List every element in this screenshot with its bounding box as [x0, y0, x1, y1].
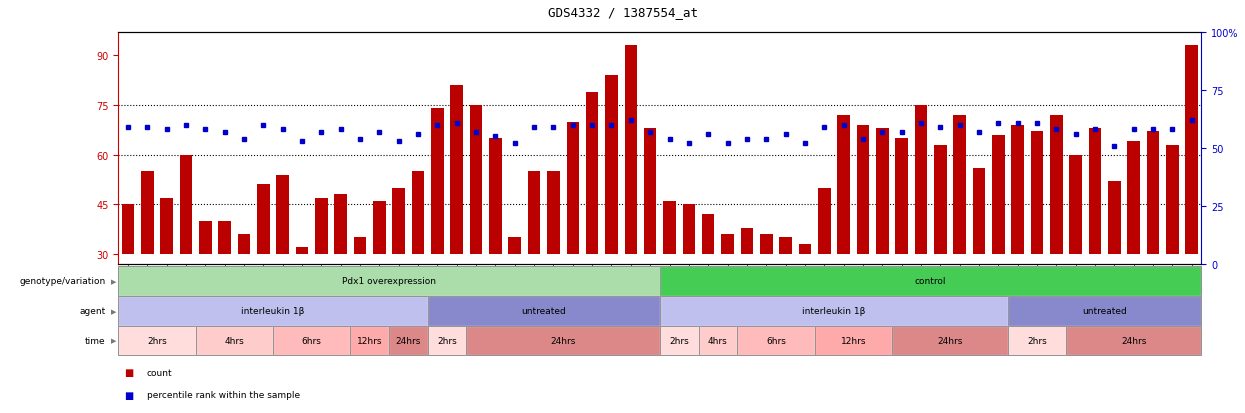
- Bar: [1147, 132, 1159, 254]
- Text: ■: ■: [124, 390, 133, 400]
- Bar: [586, 93, 599, 254]
- Bar: [315, 198, 327, 254]
- Bar: [857, 126, 869, 254]
- Bar: [179, 155, 192, 254]
- Bar: [972, 169, 985, 254]
- Bar: [1128, 142, 1140, 254]
- Text: Pdx1 overexpression: Pdx1 overexpression: [342, 277, 436, 286]
- Text: 6hrs: 6hrs: [301, 336, 321, 345]
- Bar: [625, 46, 637, 254]
- Bar: [508, 238, 522, 254]
- Bar: [469, 106, 482, 254]
- Bar: [296, 248, 309, 254]
- Text: ▶: ▶: [111, 308, 116, 314]
- Text: control: control: [915, 277, 946, 286]
- Bar: [412, 172, 425, 254]
- Bar: [779, 238, 792, 254]
- Bar: [934, 145, 946, 254]
- Bar: [528, 172, 540, 254]
- Text: untreated: untreated: [522, 306, 566, 316]
- Text: 4hrs: 4hrs: [224, 336, 244, 345]
- Text: 24hrs: 24hrs: [396, 336, 421, 345]
- Bar: [354, 238, 366, 254]
- Bar: [721, 235, 733, 254]
- Bar: [451, 86, 463, 254]
- Text: percentile rank within the sample: percentile rank within the sample: [147, 390, 300, 399]
- Text: 2hrs: 2hrs: [437, 336, 457, 345]
- Bar: [895, 139, 908, 254]
- Text: time: time: [85, 336, 106, 345]
- Bar: [566, 122, 579, 254]
- Text: 12hrs: 12hrs: [840, 336, 867, 345]
- Bar: [199, 221, 212, 254]
- Bar: [218, 221, 230, 254]
- Bar: [161, 198, 173, 254]
- Bar: [644, 129, 656, 254]
- Bar: [915, 106, 928, 254]
- Bar: [238, 235, 250, 254]
- Text: untreated: untreated: [1082, 306, 1127, 316]
- Bar: [838, 116, 850, 254]
- Text: genotype/variation: genotype/variation: [20, 277, 106, 286]
- Bar: [876, 129, 889, 254]
- Text: 4hrs: 4hrs: [708, 336, 728, 345]
- Bar: [682, 205, 695, 254]
- Bar: [1089, 129, 1102, 254]
- Bar: [741, 228, 753, 254]
- Bar: [798, 244, 812, 254]
- Text: ■: ■: [124, 367, 133, 377]
- Bar: [664, 202, 676, 254]
- Text: agent: agent: [80, 306, 106, 316]
- Text: 12hrs: 12hrs: [357, 336, 382, 345]
- Bar: [605, 76, 618, 254]
- Bar: [1069, 155, 1082, 254]
- Bar: [1031, 132, 1043, 254]
- Text: ▶: ▶: [111, 278, 116, 284]
- Bar: [256, 185, 270, 254]
- Bar: [954, 116, 966, 254]
- Bar: [335, 195, 347, 254]
- Bar: [122, 205, 134, 254]
- Bar: [702, 215, 715, 254]
- Bar: [1011, 126, 1023, 254]
- Text: 24hrs: 24hrs: [1120, 336, 1147, 345]
- Text: 24hrs: 24hrs: [937, 336, 962, 345]
- Text: 24hrs: 24hrs: [550, 336, 576, 345]
- Text: 6hrs: 6hrs: [766, 336, 786, 345]
- Text: interleukin 1β: interleukin 1β: [242, 306, 305, 316]
- Bar: [818, 188, 830, 254]
- Text: count: count: [147, 368, 173, 377]
- Text: 2hrs: 2hrs: [1027, 336, 1047, 345]
- Bar: [431, 109, 443, 254]
- Text: interleukin 1β: interleukin 1β: [802, 306, 865, 316]
- Bar: [548, 172, 560, 254]
- Bar: [1185, 46, 1198, 254]
- Text: ▶: ▶: [111, 338, 116, 344]
- Bar: [141, 172, 153, 254]
- Bar: [759, 235, 772, 254]
- Text: GDS4332 / 1387554_at: GDS4332 / 1387554_at: [548, 6, 697, 19]
- Text: 2hrs: 2hrs: [670, 336, 688, 345]
- Bar: [1050, 116, 1063, 254]
- Bar: [489, 139, 502, 254]
- Bar: [1108, 182, 1120, 254]
- Bar: [1167, 145, 1179, 254]
- Bar: [992, 135, 1005, 254]
- Text: 2hrs: 2hrs: [147, 336, 167, 345]
- Bar: [276, 175, 289, 254]
- Bar: [392, 188, 405, 254]
- Bar: [374, 202, 386, 254]
